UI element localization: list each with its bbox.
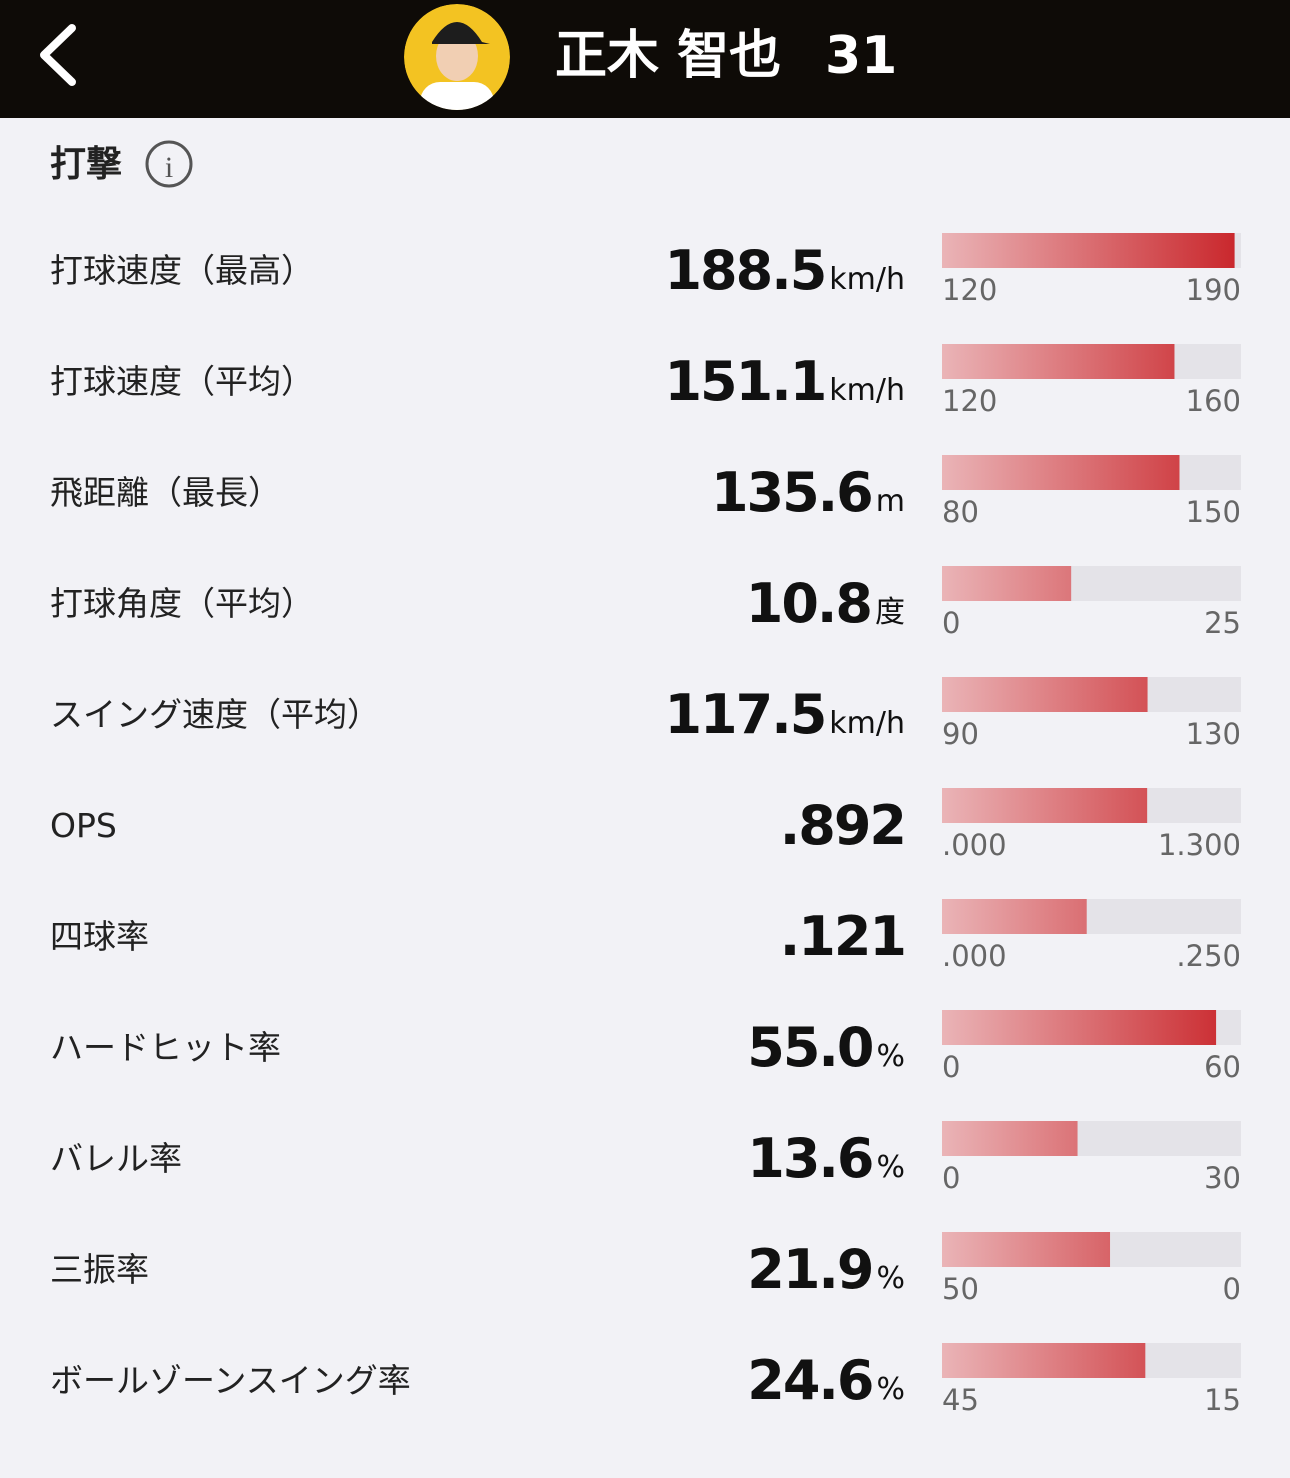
value-number: .892 bbox=[780, 794, 905, 857]
value-unit: km/h bbox=[829, 373, 905, 408]
value-unit: % bbox=[876, 1261, 905, 1296]
bar-max-label: 150 bbox=[1186, 495, 1241, 529]
bar-max-label: 0 bbox=[1223, 1272, 1241, 1306]
stat-value: 151.1 km/h bbox=[664, 350, 905, 413]
bar-min-label: 0 bbox=[942, 1050, 960, 1084]
back-button[interactable] bbox=[40, 24, 76, 86]
value-number: .121 bbox=[780, 905, 905, 968]
bar-max-label: 160 bbox=[1186, 384, 1241, 418]
stat-value: 21.9% bbox=[747, 1238, 905, 1301]
bar-max-label: 1.300 bbox=[1158, 828, 1241, 862]
stat-value: 135.6 m bbox=[711, 461, 905, 524]
bar-max-label: 25 bbox=[1204, 606, 1241, 640]
value-unit: 度 bbox=[875, 595, 905, 630]
bar-min-label: .000 bbox=[942, 828, 1007, 862]
section-title: 打撃 bbox=[50, 144, 122, 185]
value-number: 135.6 bbox=[711, 461, 872, 524]
bar bbox=[942, 1343, 1146, 1378]
bar-max-label: 15 bbox=[1204, 1383, 1241, 1417]
value-number: 117.5 bbox=[664, 683, 825, 746]
value-number: 188.5 bbox=[664, 239, 825, 302]
value-number: 21.9 bbox=[747, 1238, 872, 1301]
stat-label: 打球速度（最高） bbox=[50, 251, 314, 290]
stat-value: .892 bbox=[780, 794, 905, 857]
stat-value: 10.8 度 bbox=[746, 572, 905, 635]
value-unit: % bbox=[876, 1150, 905, 1185]
value-number: 55.0 bbox=[747, 1016, 872, 1079]
bar bbox=[942, 788, 1148, 823]
stat-label: 飛距離（最長） bbox=[50, 473, 281, 512]
bar bbox=[942, 677, 1148, 712]
bar-min-label: .000 bbox=[942, 939, 1007, 973]
svg-text:i: i bbox=[165, 151, 173, 184]
header-bar bbox=[0, 0, 1290, 118]
bar bbox=[942, 233, 1235, 268]
bar-max-label: .250 bbox=[1176, 939, 1241, 973]
bar-min-label: 80 bbox=[942, 495, 979, 529]
value-unit: km/h bbox=[829, 706, 905, 741]
stat-label: ハードヒット率 bbox=[50, 1028, 281, 1067]
value-unit: km/h bbox=[829, 262, 905, 297]
bar bbox=[942, 344, 1175, 379]
bar bbox=[942, 899, 1087, 934]
value-number: 24.6 bbox=[747, 1349, 872, 1412]
bar bbox=[942, 455, 1180, 490]
stat-value: .121 bbox=[780, 905, 905, 968]
bar-min-label: 45 bbox=[942, 1383, 979, 1417]
value-unit: % bbox=[876, 1039, 905, 1074]
stat-value: 13.6% bbox=[747, 1127, 905, 1190]
value-number: 151.1 bbox=[664, 350, 825, 413]
bar-min-label: 90 bbox=[942, 717, 979, 751]
bar bbox=[942, 1010, 1217, 1045]
stat-value: 188.5 km/h bbox=[664, 239, 905, 302]
bar-max-label: 30 bbox=[1204, 1161, 1241, 1195]
bar bbox=[942, 1121, 1078, 1156]
bar-min-label: 0 bbox=[942, 606, 960, 640]
stat-label: スイング速度（平均） bbox=[50, 695, 380, 734]
value-unit: % bbox=[876, 1372, 905, 1407]
stat-label: 四球率 bbox=[50, 917, 149, 956]
stat-label: 打球角度（平均） bbox=[50, 584, 314, 623]
avatar bbox=[404, 4, 510, 110]
stat-label: ボールゾーンスイング率 bbox=[50, 1361, 411, 1400]
bar-min-label: 120 bbox=[942, 273, 997, 307]
stat-label: OPS bbox=[50, 806, 117, 845]
bar-max-label: 190 bbox=[1186, 273, 1241, 307]
bar-max-label: 130 bbox=[1186, 717, 1241, 751]
bar bbox=[942, 1232, 1111, 1267]
stat-value: 117.5 km/h bbox=[664, 683, 905, 746]
value-number: 10.8 bbox=[746, 572, 871, 635]
stat-label: バレル率 bbox=[50, 1139, 182, 1178]
info-icon[interactable]: i bbox=[145, 140, 193, 188]
bar-min-label: 0 bbox=[942, 1161, 960, 1195]
stat-value: 24.6% bbox=[747, 1349, 905, 1412]
stat-value: 55.0% bbox=[747, 1016, 905, 1079]
player-name: 正木 智也 bbox=[555, 26, 781, 86]
bar-min-label: 50 bbox=[942, 1272, 979, 1306]
bar bbox=[942, 566, 1072, 601]
bar-max-label: 60 bbox=[1204, 1050, 1241, 1084]
player-number: 31 bbox=[825, 26, 897, 86]
value-number: 13.6 bbox=[747, 1127, 872, 1190]
value-unit: m bbox=[876, 484, 905, 519]
bar-min-label: 120 bbox=[942, 384, 997, 418]
stat-label: 三振率 bbox=[50, 1250, 149, 1289]
stat-label: 打球速度（平均） bbox=[50, 362, 314, 401]
